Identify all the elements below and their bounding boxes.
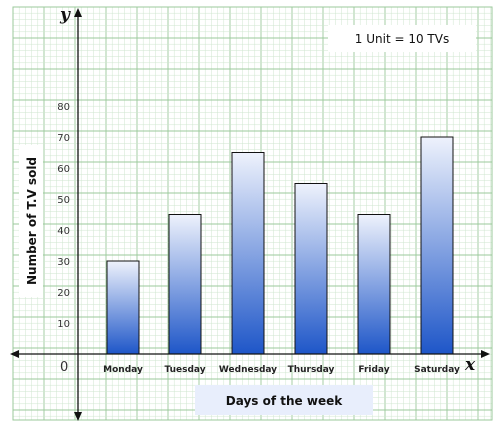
y-tick-label: 30 (57, 257, 70, 268)
y-tick-label: 70 (57, 133, 70, 144)
x-tick-label: Friday (358, 365, 389, 375)
graph-paper-border (12, 6, 493, 421)
axes (14, 14, 483, 416)
unit-note: 1 Unit = 10 TVs (355, 32, 449, 46)
origin-label: 0 (60, 360, 68, 375)
y-tick-labels: 10 20 30 40 50 60 70 80 (57, 102, 70, 330)
y-tick-label: 20 (57, 288, 70, 299)
x-tick-label: Wednesday (219, 365, 277, 375)
bar-friday (357, 214, 391, 355)
y-axis-letter: y (59, 5, 71, 25)
unit-note-box (328, 25, 476, 52)
y-axis-arrow-down (74, 412, 82, 421)
x-category-labels: Monday Tuesday Wednesday Thursday Friday Satu… (103, 365, 460, 375)
bars-group (106, 136, 454, 355)
bar-thursday (294, 183, 328, 355)
x-tick-label: Saturday (414, 365, 460, 375)
x-axis-letter: x (464, 355, 476, 375)
x-axis-arrow-left (10, 350, 19, 358)
x-axis-arrow-right (481, 350, 490, 358)
y-tick-label: 60 (57, 164, 70, 175)
x-tick-label: Tuesday (164, 365, 205, 375)
x-tick-label: Monday (103, 365, 143, 375)
y-tick-label: 50 (57, 195, 70, 206)
bar-saturday (420, 136, 454, 355)
y-tick-label: 10 (57, 319, 70, 330)
bar-monday (106, 260, 140, 355)
y-axis-title-box (19, 145, 43, 297)
bar-wednesday (231, 152, 265, 355)
x-axis-title-box (195, 385, 373, 415)
x-axis-title: Days of the week (226, 394, 343, 408)
y-axis-arrow-up (74, 8, 82, 17)
y-tick-label: 80 (57, 102, 70, 113)
bar-tuesday (168, 214, 202, 355)
x-tick-label: Thursday (288, 365, 335, 375)
y-axis-title: Number of T.V sold (25, 157, 39, 285)
y-tick-label: 40 (57, 226, 70, 237)
